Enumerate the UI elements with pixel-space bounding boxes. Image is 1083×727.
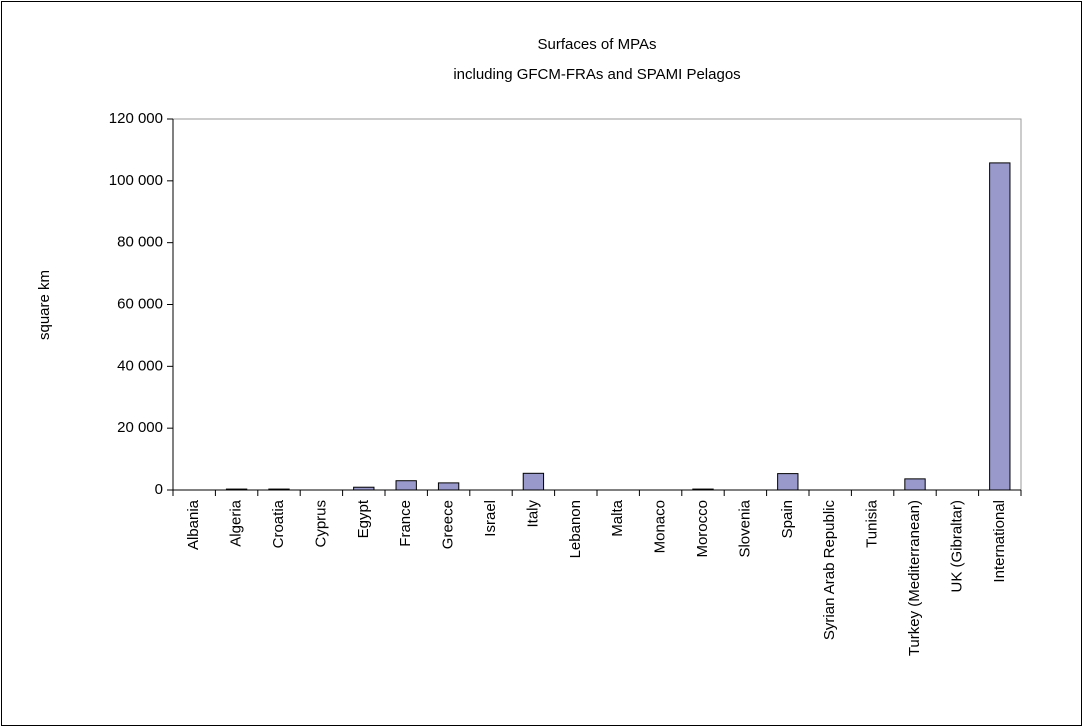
chart-title: Surfaces of MPAs bbox=[538, 36, 657, 53]
x-tick-label: Turkey (Mediterranean) bbox=[906, 500, 923, 656]
x-tick-label: Lebanon bbox=[567, 500, 584, 558]
x-tick-label: Albania bbox=[185, 499, 202, 550]
y-tick-label: 60 000 bbox=[117, 295, 163, 312]
x-tick-label: Israel bbox=[482, 500, 499, 537]
x-tick-label: Italy bbox=[524, 500, 541, 528]
x-tick-label: Egypt bbox=[355, 499, 372, 538]
bar bbox=[904, 478, 926, 491]
y-tick-label: 20 000 bbox=[117, 419, 163, 436]
bar bbox=[989, 162, 1011, 491]
x-tick-label: Cyprus bbox=[312, 500, 329, 548]
x-tick-label: Algeria bbox=[228, 499, 245, 546]
x-tick-label: Tunisia bbox=[864, 499, 881, 547]
x-tick-label: Slovenia bbox=[736, 499, 753, 557]
bar bbox=[777, 473, 799, 491]
x-tick-label: France bbox=[397, 500, 414, 547]
x-tick-label: Greece bbox=[440, 500, 457, 549]
bar bbox=[395, 480, 417, 491]
y-tick-label: 100 000 bbox=[109, 172, 163, 189]
y-tick-label: 40 000 bbox=[117, 357, 163, 374]
y-tick-label: 80 000 bbox=[117, 234, 163, 251]
x-tick-label: Croatia bbox=[270, 499, 287, 548]
x-tick-label: UK (Gibraltar) bbox=[948, 500, 965, 593]
x-tick-label: Morocco bbox=[694, 500, 711, 558]
x-tick-label: International bbox=[991, 500, 1008, 583]
chart-subtitle: including GFCM-FRAs and SPAMI Pelagos bbox=[453, 66, 740, 83]
y-tick-label: 0 bbox=[155, 481, 163, 498]
x-tick-label: Monaco bbox=[652, 500, 669, 553]
y-tick-label: 120 000 bbox=[109, 110, 163, 127]
x-tick-label: Spain bbox=[779, 500, 796, 538]
bar bbox=[437, 482, 460, 491]
x-tick-label: Malta bbox=[609, 499, 626, 536]
x-tick-label: Syrian Arab Republic bbox=[821, 500, 838, 641]
y-axis-label: square km bbox=[36, 270, 53, 340]
bar bbox=[522, 472, 545, 491]
